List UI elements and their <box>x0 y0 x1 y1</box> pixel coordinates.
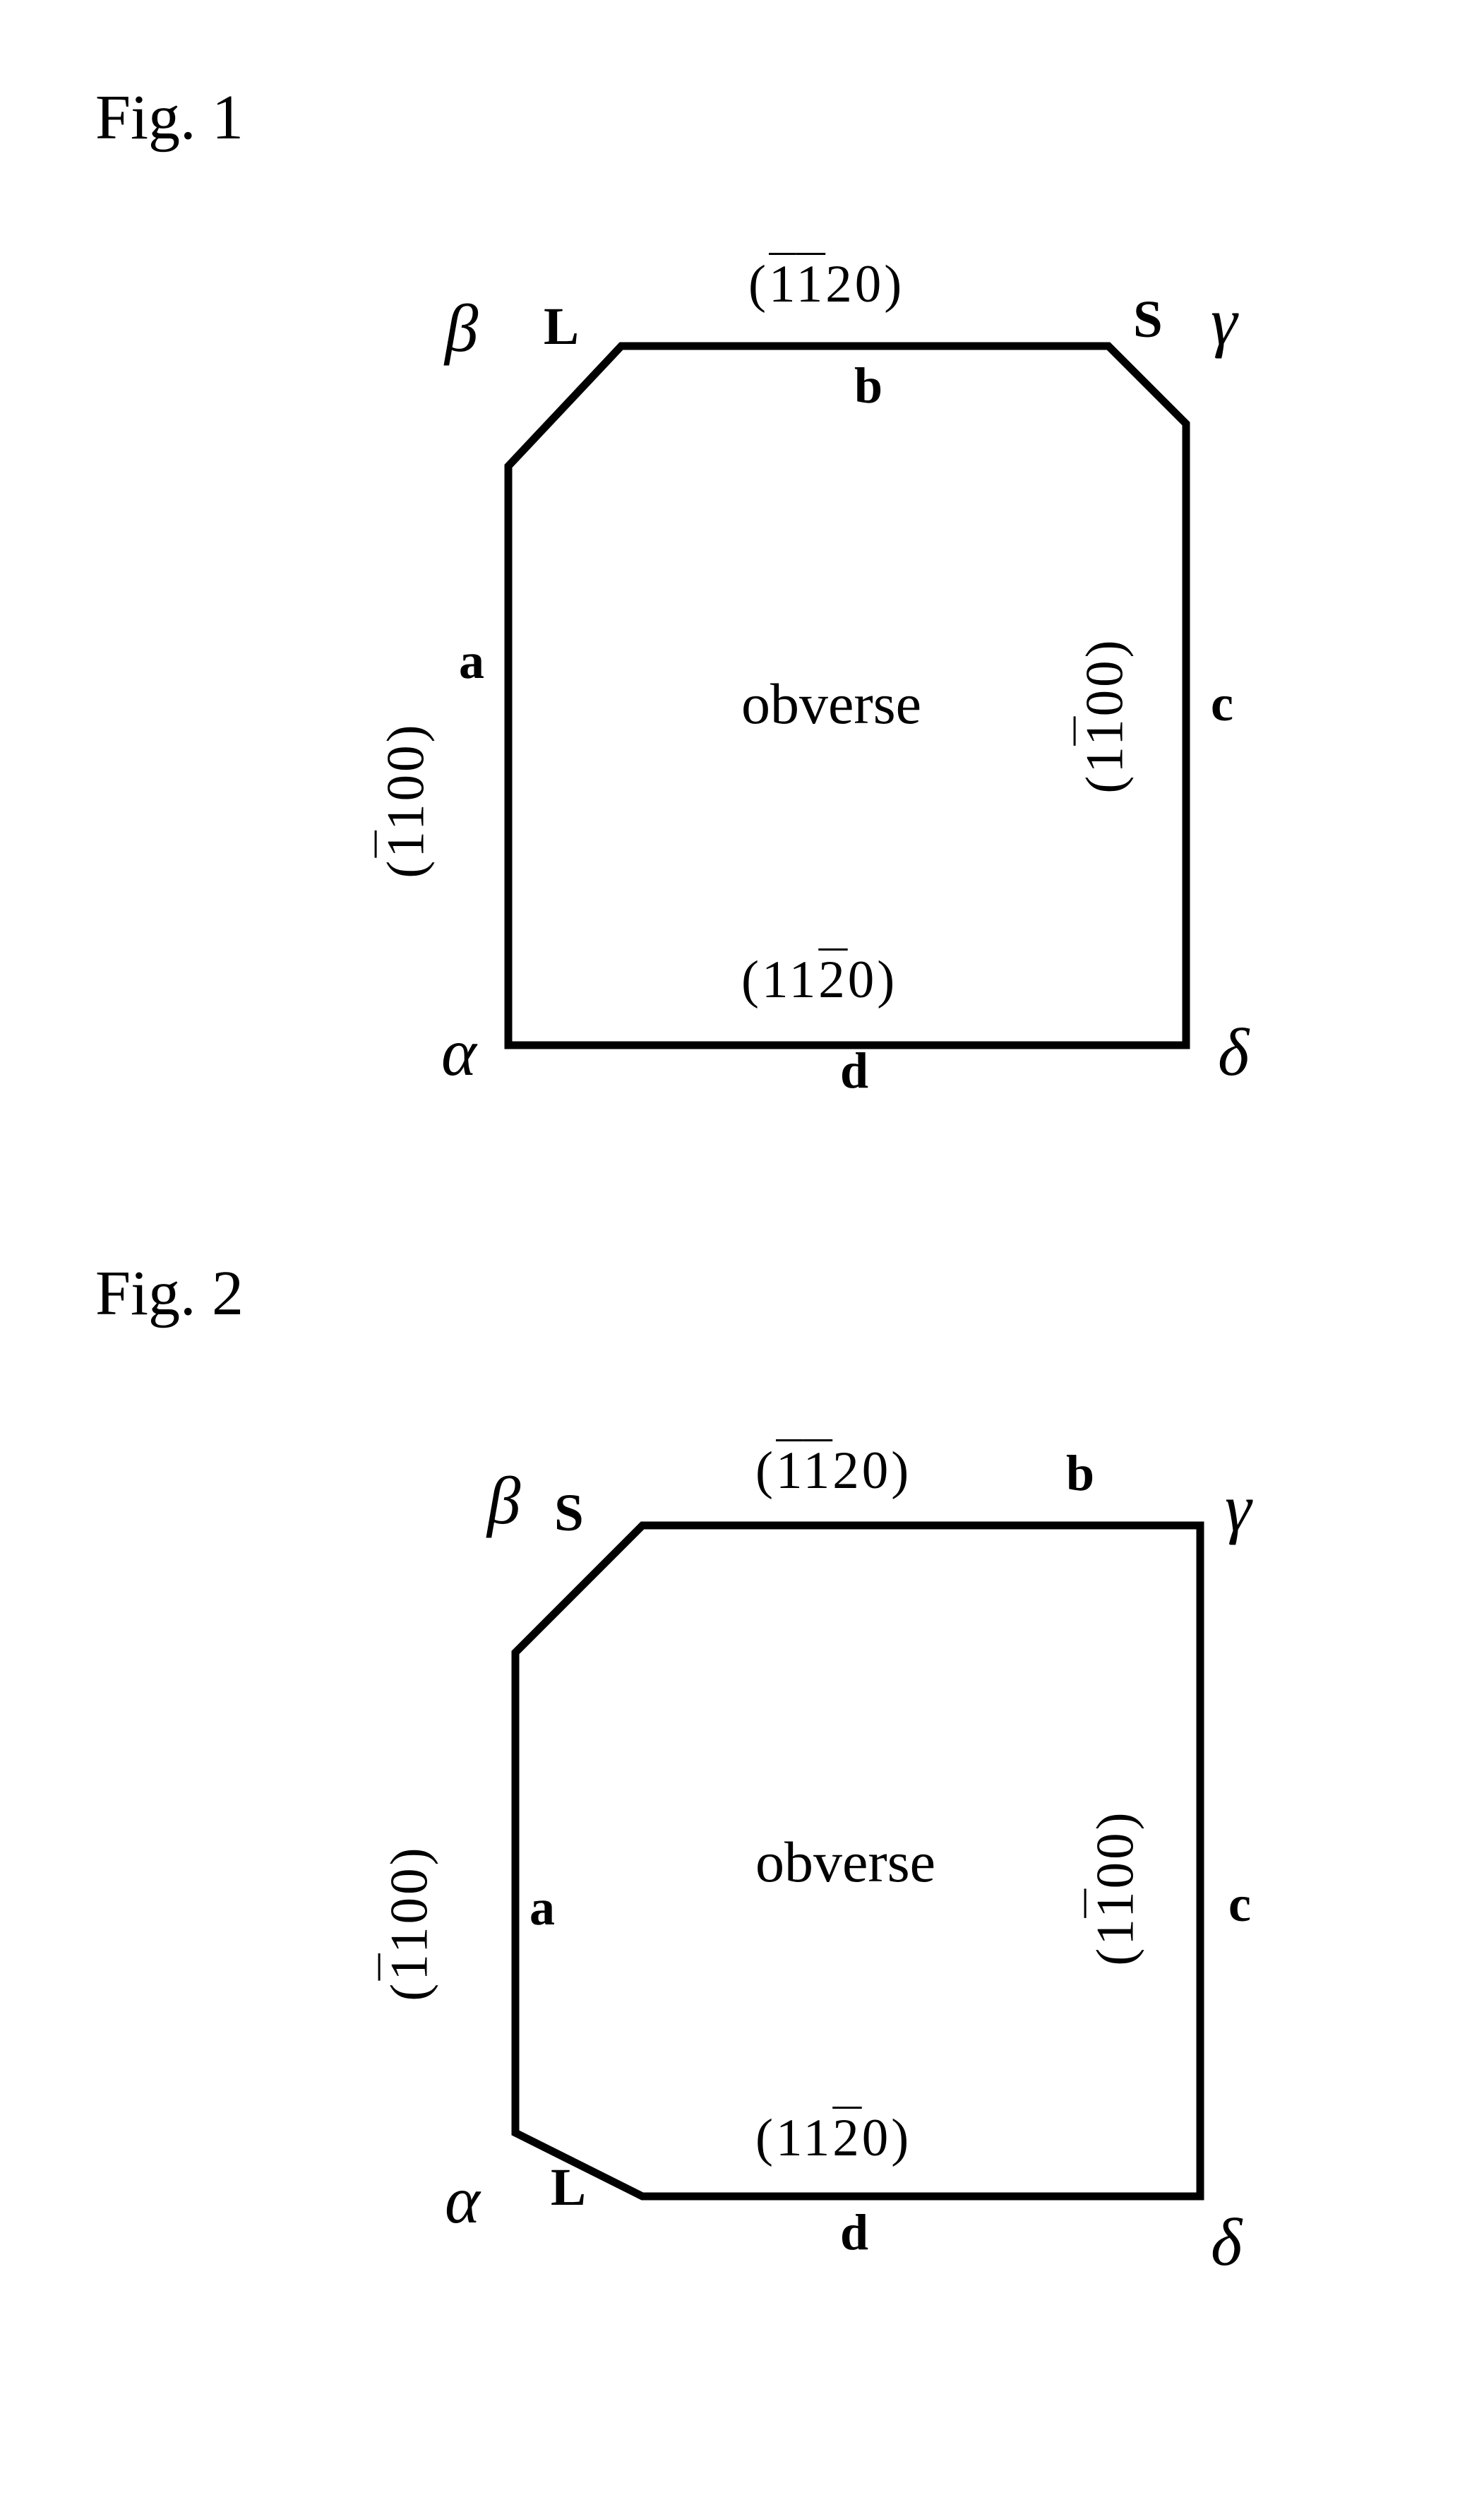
fig1-corner-gamma: γ <box>1211 282 1237 360</box>
fig1-corner-beta: β <box>445 290 478 367</box>
fig2-corner-beta: β <box>487 1462 520 1540</box>
fig2-L-label: L <box>551 2157 586 2218</box>
fig2-miller-bottom: (1120) <box>755 2108 911 2169</box>
fig2-corner-gamma: γ <box>1225 1469 1251 1547</box>
fig2-miller-right: (1100) <box>1086 1809 1147 1965</box>
fig1-edge-d: d <box>840 1042 868 1100</box>
fig1-corner-alpha: α <box>441 1013 477 1091</box>
fig1-title: Fig. 1 <box>95 81 244 154</box>
fig1-center-text: obverse <box>741 671 921 737</box>
fig2-edge-b: b <box>1066 1444 1094 1503</box>
fig1-edge-b: b <box>854 357 882 415</box>
fig1-miller-right: (1100) <box>1075 637 1136 793</box>
fig1-S-label: S <box>1133 290 1163 350</box>
fig1-miller-left: (1100) <box>376 722 437 878</box>
fig1-miller-bottom: (1120) <box>741 950 897 1011</box>
fig2-diagram: obverse β γ α δ S L a b c d (1120) (1120… <box>452 1462 1299 2309</box>
fig2-center-text: obverse <box>755 1829 935 1895</box>
fig2-title: Fig. 2 <box>95 1257 244 1330</box>
fig2-edge-d: d <box>840 2203 868 2262</box>
fig1-L-label: L <box>544 297 579 357</box>
fig2-edge-a: a <box>529 1879 555 1937</box>
fig1-title-text: Fig. 1 <box>95 83 244 153</box>
fig1-diagram: obverse β γ α δ L S a b c d (1120) (1120… <box>445 275 1292 1123</box>
fig1-miller-top: (1120) <box>748 254 904 315</box>
fig1-edge-c: c <box>1211 674 1233 733</box>
fig2-corner-delta: δ <box>1211 2203 1242 2281</box>
fig2-S-label: S <box>554 1483 584 1544</box>
fig2-miller-left: (1100) <box>380 1845 441 2001</box>
fig1-corner-delta: δ <box>1218 1013 1249 1091</box>
fig2-title-text: Fig. 2 <box>95 1258 244 1328</box>
fig2-corner-alpha: α <box>445 2161 480 2239</box>
fig1-edge-a: a <box>459 632 484 691</box>
fig2-miller-top: (1120) <box>755 1441 911 1501</box>
fig2-edge-c: c <box>1228 1875 1251 1934</box>
